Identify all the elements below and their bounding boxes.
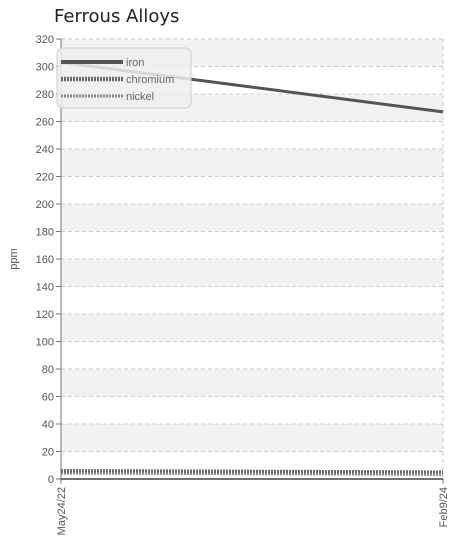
series-line-nickel [60, 472, 444, 476]
y-tick-label: 240 [36, 144, 54, 156]
y-tick-label: 60 [42, 392, 54, 404]
y-tick-label: 260 [36, 117, 54, 129]
y-tick-label: 200 [36, 199, 54, 211]
grid-band [61, 149, 443, 177]
y-axis-title: ppm [8, 248, 20, 269]
y-tick-label: 40 [42, 419, 54, 431]
y-tick-label: 320 [36, 34, 54, 46]
y-tick-label: 160 [36, 254, 54, 266]
grid-band [61, 259, 443, 287]
x-tick-label: Feb9/24 [438, 487, 449, 527]
chart-title: Ferrous Alloys [54, 6, 180, 27]
legend-label-chromium: chromium [126, 74, 174, 86]
y-tick-label: 20 [42, 447, 54, 459]
grid-band [61, 369, 443, 397]
grid-band [61, 204, 443, 232]
y-tick-label: 280 [36, 89, 54, 101]
x-tick-label: May24/22 [56, 487, 68, 535]
legend-label-nickel: nickel [126, 91, 154, 103]
y-tick-label: 180 [36, 227, 54, 239]
y-tick-label: 80 [42, 364, 54, 376]
series-line-chromium [60, 469, 444, 474]
y-tick-label: 120 [36, 309, 54, 321]
y-tick-label: 0 [48, 474, 54, 486]
y-tick-label: 300 [36, 62, 54, 74]
legend-label-iron: iron [126, 57, 144, 69]
grid-band [61, 424, 443, 452]
grid-band [61, 314, 443, 342]
y-tick-label: 100 [36, 337, 54, 349]
y-tick-label: 140 [36, 282, 54, 294]
y-tick-label: 220 [36, 172, 54, 184]
